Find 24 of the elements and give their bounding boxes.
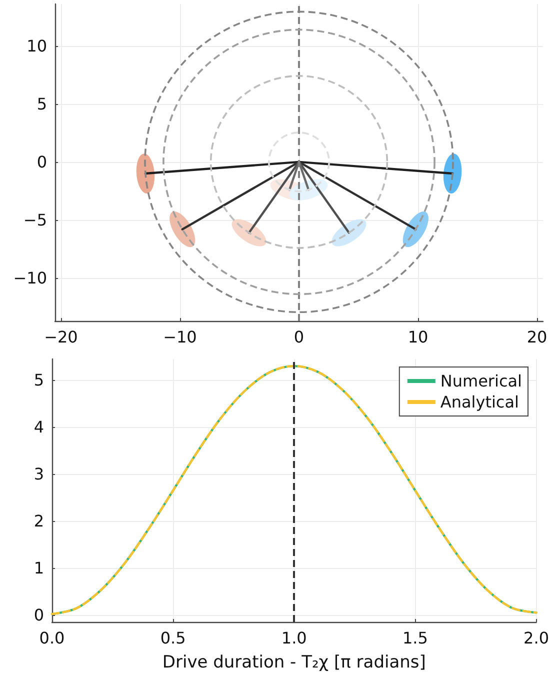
y-tick-label: 0 bbox=[36, 152, 47, 172]
x-tick-label: 2.0 bbox=[524, 628, 550, 648]
x-tick-label: 1.5 bbox=[402, 628, 428, 648]
x-tick-label: −10 bbox=[163, 328, 197, 346]
legend-label: Numerical bbox=[440, 372, 522, 390]
x-tick-label: 1.0 bbox=[281, 628, 307, 648]
x-tick-label: 10 bbox=[408, 328, 428, 346]
y-tick-label: 3 bbox=[34, 464, 44, 484]
y-tick-label: 2 bbox=[34, 512, 44, 531]
y-tick-label: 10 bbox=[26, 36, 47, 56]
x-tick-label: 0 bbox=[294, 328, 304, 346]
x-tick-label: 0.5 bbox=[160, 628, 186, 648]
y-tick-label: 1 bbox=[34, 558, 44, 578]
legend-label: Analytical bbox=[440, 392, 519, 412]
y-tick-label: 5 bbox=[36, 94, 47, 114]
x-tick-label: −20 bbox=[44, 328, 78, 346]
y-tick-label: 0 bbox=[34, 605, 44, 624]
x-axis-title: Drive duration - T₂χ [π radians] bbox=[162, 652, 426, 672]
y-tick-label: 5 bbox=[34, 370, 44, 390]
y-tick-label: −10 bbox=[13, 268, 47, 288]
x-tick-label: 20 bbox=[526, 328, 548, 346]
x-tick-label: 0.0 bbox=[39, 628, 65, 648]
y-tick-label: −5 bbox=[23, 210, 47, 230]
y-tick-label: 4 bbox=[34, 418, 44, 437]
